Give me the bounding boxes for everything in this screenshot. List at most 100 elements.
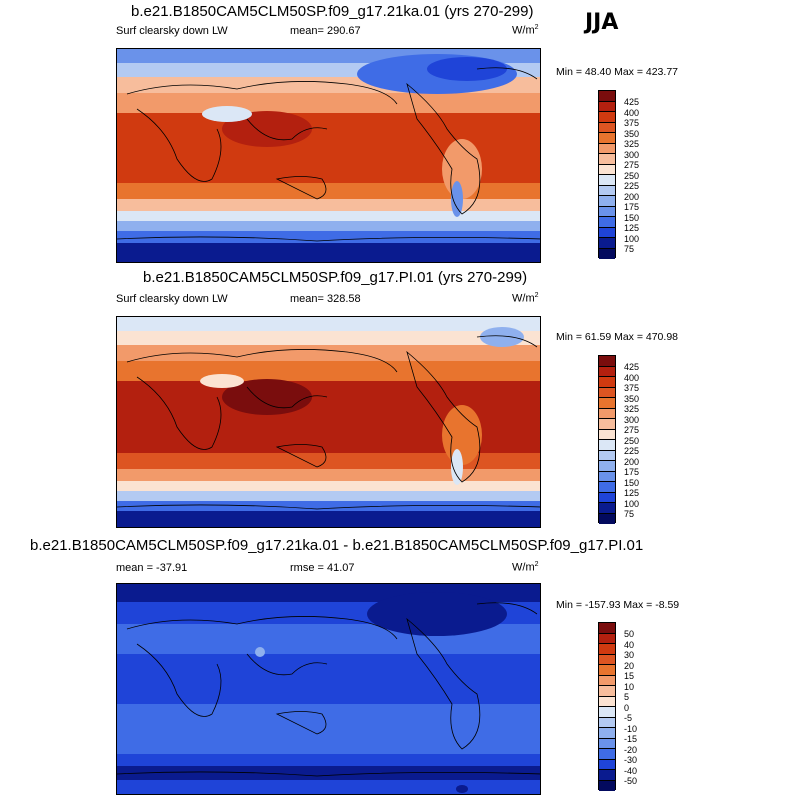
panel2-tick: 225: [624, 446, 640, 456]
panel3-cbar-swatch: [599, 696, 615, 707]
panel2-cbar-swatch: [599, 513, 615, 524]
panel2-cbar-swatch: [599, 440, 615, 451]
panel3-tick: 0: [624, 702, 630, 713]
season-label: JJA: [585, 10, 619, 35]
panel1-units: W/m2: [512, 24, 539, 37]
panel1-cbar-swatch: [599, 154, 615, 165]
panel3-tick: 50: [624, 629, 635, 639]
panel3-tick: -30: [624, 755, 638, 765]
panel2-cbar-swatch: [599, 503, 615, 514]
panel2-cbar-swatch: [599, 419, 615, 430]
panel3-cbar-swatch: [599, 686, 615, 697]
panel1-tick: 300: [624, 149, 640, 160]
panel1-cbar-swatch: [599, 175, 615, 186]
panel3-minmax: Min = -157.93 Max = -8.59: [556, 599, 680, 611]
panel1-title: b.e21.B1850CAM5CLM50SP.f09_g17.21ka.01 (…: [131, 3, 534, 20]
panel3-tick: 20: [624, 660, 635, 671]
panel3-cbar-swatch: [599, 707, 615, 718]
panel2-cbar-swatch: [599, 492, 615, 503]
panel3-rmse: rmse = 41.07: [290, 562, 355, 574]
panel3-tick: -50: [624, 776, 638, 786]
panel2-mean: mean= 328.58: [290, 293, 361, 305]
panel2-tick: 275: [624, 425, 640, 435]
panel2-units: W/m2: [512, 292, 539, 305]
panel1-cbar-swatch: [599, 206, 615, 217]
panel1-variable: Surf clearsky down LW: [116, 25, 228, 37]
panel1-cbar-swatch: [599, 185, 615, 196]
panel3-tick: 30: [624, 650, 635, 660]
panel2-tick: 425: [624, 362, 640, 372]
panel2-tick: 375: [624, 383, 640, 393]
panel3-tick: -15: [624, 734, 638, 744]
panel2-cbar-swatch: [599, 450, 615, 461]
panel2-variable: Surf clearsky down LW: [116, 293, 228, 305]
panel3-mean: mean = -37.91: [116, 562, 188, 574]
panel2-cbar-swatch: [599, 356, 615, 367]
panel1-cbar-swatch: [599, 133, 615, 144]
panel1-cbar-swatch: [599, 238, 615, 249]
panel1-cbar-swatch: [599, 101, 615, 112]
panel2-map: [116, 316, 541, 528]
panel2-tick: 325: [624, 404, 640, 414]
panel1-tick: 175: [624, 202, 640, 212]
panel3-tick: -40: [624, 765, 638, 776]
panel2-tick: 350: [624, 393, 640, 404]
panel3-cbar-swatch: [599, 665, 615, 676]
panel3-cbar-swatch: [599, 759, 615, 770]
panel2-cbar-swatch: [599, 387, 615, 398]
panel2-minmax: Min = 61.59 Max = 470.98: [556, 331, 678, 343]
panel1-tick: 250: [624, 170, 640, 181]
panel1-cbar-swatch: [599, 122, 615, 133]
panel1-tick: 375: [624, 118, 640, 128]
panel2-cbar-swatch: [599, 377, 615, 388]
panel3-cbar-swatch: [599, 780, 615, 791]
panel3-tick: 5: [624, 692, 630, 702]
panel2-colorbar: [598, 355, 616, 524]
panel3-cbar-swatch: [599, 654, 615, 665]
panel2-tick: 175: [624, 467, 640, 477]
panel3-map: [116, 583, 541, 795]
panel1-tick: 400: [624, 107, 640, 118]
panel3-cbar-swatch: [599, 738, 615, 749]
panel1-tick: 275: [624, 160, 640, 170]
panel3-cbar-swatch: [599, 770, 615, 781]
panel1-tick: 225: [624, 181, 640, 191]
panel1-tick: 200: [624, 191, 640, 202]
panel1-tick: 125: [624, 223, 640, 233]
panel3-cbar-swatch: [599, 644, 615, 655]
panel3-title: b.e21.B1850CAM5CLM50SP.f09_g17.21ka.01 -…: [30, 537, 644, 554]
panel2-cbar-swatch: [599, 482, 615, 493]
panel2-title: b.e21.B1850CAM5CLM50SP.f09_g17.PI.01 (yr…: [143, 269, 528, 286]
panel1-colorbar: [598, 90, 616, 259]
panel1-tick: 425: [624, 97, 640, 107]
panel2-field: [117, 317, 540, 527]
panel1-tick: 350: [624, 128, 640, 139]
panel1-tick: 75: [624, 244, 635, 254]
panel2-tick: 250: [624, 435, 640, 446]
panel1-map: [116, 48, 541, 263]
panel3-tick: 10: [624, 681, 635, 692]
panel2-cbar-swatch: [599, 429, 615, 440]
panel2-tick: 150: [624, 477, 640, 488]
panel3-tick: -20: [624, 744, 638, 755]
panel1-cbar-swatch: [599, 91, 615, 102]
panel3-cbar-swatch: [599, 675, 615, 686]
panel2-cbar-swatch: [599, 398, 615, 409]
panel1-cbar-swatch: [599, 227, 615, 238]
panel2-tick: 75: [624, 509, 635, 519]
panel3-units: W/m2: [512, 561, 539, 574]
panel2-cbar-swatch: [599, 461, 615, 472]
panel2-tick: 400: [624, 372, 640, 383]
panel1-minmax: Min = 48.40 Max = 423.77: [556, 66, 678, 78]
panel3-tick: -5: [624, 713, 633, 723]
panel2-cbar-swatch: [599, 366, 615, 377]
panel1-cbar-swatch: [599, 164, 615, 175]
panel1-field: [117, 49, 540, 262]
panel3-cbar-swatch: [599, 633, 615, 644]
panel1-mean: mean= 290.67: [290, 25, 361, 37]
panel1-cbar-swatch: [599, 143, 615, 154]
panel3-cbar-swatch: [599, 749, 615, 760]
panel2-tick: 100: [624, 498, 640, 509]
panel3-cbar-swatch: [599, 623, 615, 634]
panel1-cbar-swatch: [599, 248, 615, 259]
